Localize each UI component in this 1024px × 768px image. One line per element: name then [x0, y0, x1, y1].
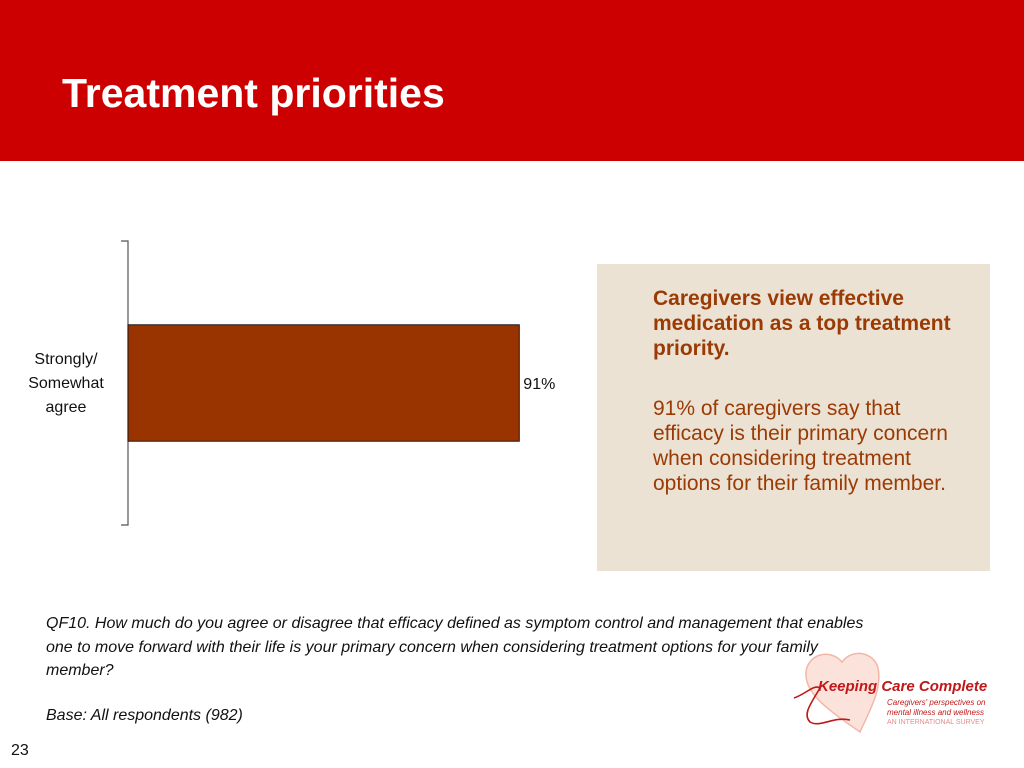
bar: [127, 324, 520, 442]
callout-body: 91% of caregivers say that efficacy is t…: [653, 397, 948, 495]
base-note: Base: All respondents (982): [46, 707, 243, 724]
logo-tagline: AN INTERNATIONAL SURVEY: [887, 719, 985, 726]
callout-box: Caregivers view effective medication as …: [597, 264, 990, 571]
logo-title: Keeping Care Complete: [818, 678, 988, 695]
bar-chart: 91%: [121, 240, 555, 526]
page-number: 23: [11, 742, 29, 759]
logo-subtitle: Caregivers' perspectives on: [887, 698, 986, 707]
header-banner: Treatment priorities: [0, 0, 1024, 161]
category-label: Strongly/ Somewhat agree: [28, 351, 104, 416]
page-title: Treatment priorities: [62, 70, 445, 116]
heart-icon: [793, 652, 880, 734]
data-label: 91%: [523, 376, 555, 393]
logo: Keeping Care Complete Caregivers' perspe…: [790, 636, 1000, 736]
callout-heading: Caregivers view effective medication as …: [653, 287, 951, 360]
logo-subtitle: mental illness and wellness: [887, 708, 984, 717]
survey-question: QF10. How much do you agree or disagree …: [46, 615, 864, 679]
